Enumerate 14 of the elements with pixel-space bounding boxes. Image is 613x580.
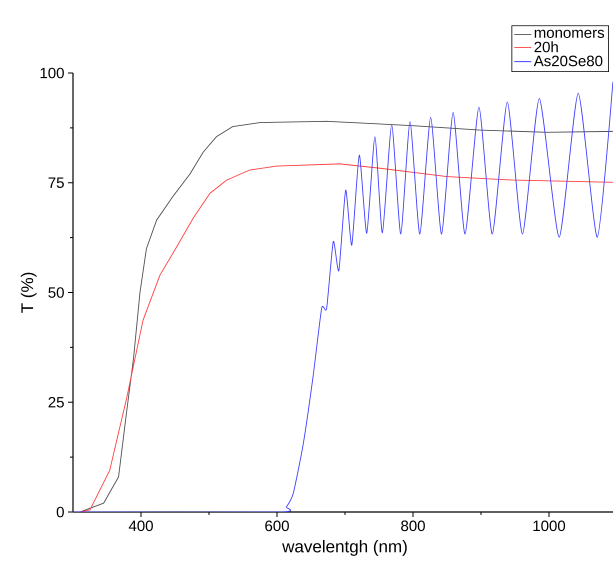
x-tick-label: 800 <box>401 520 425 532</box>
x-tick-label: 600 <box>265 520 289 532</box>
y-tick-label: 75 <box>48 178 64 188</box>
y-tick-label: 0 <box>56 506 64 518</box>
x-tick-label: 400 <box>128 520 153 532</box>
legend-label: monomers <box>534 30 604 38</box>
y-tick-label: 25 <box>48 396 64 408</box>
legend-label: 20h <box>534 41 558 52</box>
legend-label: As20Se80 <box>534 56 602 66</box>
y-tick-label: 50 <box>48 287 64 298</box>
y-axis-title: T (%) <box>20 272 37 313</box>
y-tick-label: 100 <box>40 68 64 78</box>
x-tick-label: 1000 <box>533 520 566 532</box>
x-axis-title: wavelentgh (nm) <box>282 540 407 556</box>
